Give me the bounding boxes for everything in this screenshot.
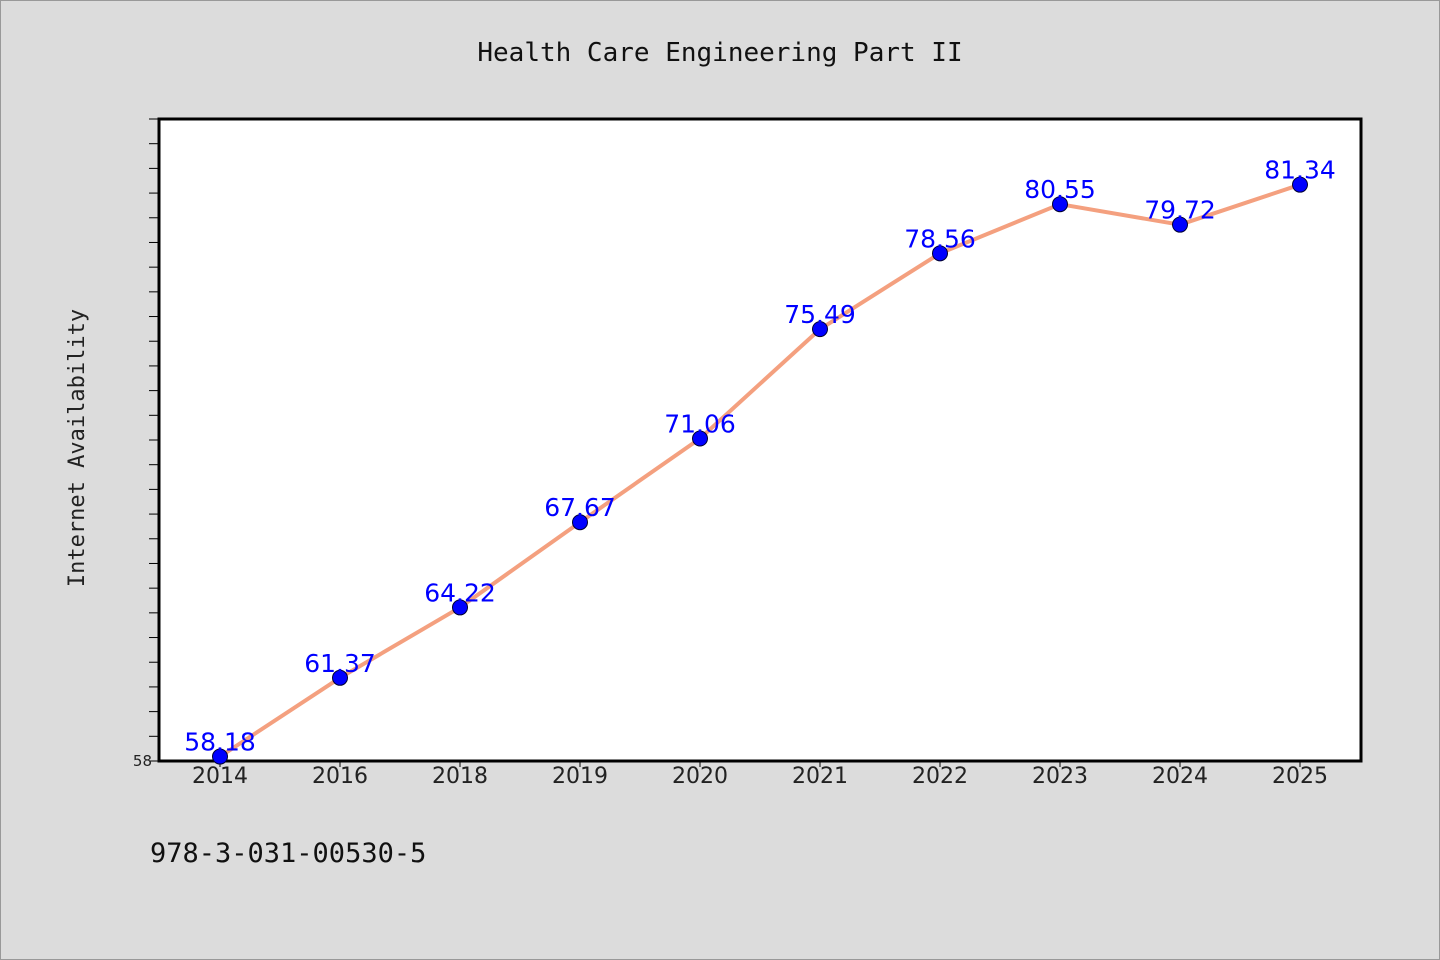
data-label: 67.67	[544, 493, 616, 522]
data-point	[332, 669, 348, 686]
y-tick-label: 58	[133, 752, 152, 770]
x-tick-label: 2022	[912, 764, 968, 789]
data-label: 58.18	[184, 728, 256, 757]
data-labels: 58.18 61.37 64.22 67.67 71.06 75.49 78.56 80.55…	[184, 156, 1336, 757]
x-tick-label: 2024	[1152, 764, 1208, 789]
plot-area	[157, 117, 1363, 763]
x-tick-label: 2023	[1032, 764, 1088, 789]
data-point	[932, 245, 948, 262]
data-markers	[212, 176, 1308, 765]
series-line	[218, 182, 1302, 759]
x-tick-label: 2014	[192, 764, 248, 789]
data-label: 71.06	[664, 410, 736, 439]
data-point	[1052, 196, 1068, 213]
y-axis-ticks: 58	[133, 118, 159, 770]
y-axis-label: Internet Availability	[65, 309, 90, 587]
data-point	[452, 599, 468, 616]
series-line-group	[218, 182, 1302, 759]
x-tick-label: 2021	[792, 764, 848, 789]
data-label: 81.34	[1264, 156, 1336, 185]
x-tick-label: 2016	[312, 764, 368, 789]
data-label: 78.56	[904, 224, 976, 253]
data-point	[692, 430, 708, 447]
x-tick-label: 2025	[1272, 764, 1328, 789]
data-label: 80.55	[1024, 175, 1096, 204]
x-tick-label: 2018	[432, 764, 488, 789]
x-tick-label: 2019	[552, 764, 608, 789]
data-label: 79.72	[1144, 196, 1216, 225]
data-label: 61.37	[304, 649, 376, 678]
data-point	[572, 514, 588, 531]
data-point	[812, 321, 828, 338]
data-point	[212, 748, 228, 765]
x-tick-label: 2020	[672, 764, 728, 789]
data-label: 75.49	[784, 300, 856, 329]
footer-isbn: 978-3-031-00530-5	[150, 838, 426, 869]
data-label: 64.22	[424, 578, 496, 607]
data-point	[1172, 216, 1188, 233]
x-axis-ticks: 2014 2016 2018 2019 2020 2021 2022 2023 2024 2025	[192, 761, 1328, 789]
data-point	[1292, 176, 1308, 193]
chart-title: Health Care Engineering Part II	[477, 38, 962, 68]
